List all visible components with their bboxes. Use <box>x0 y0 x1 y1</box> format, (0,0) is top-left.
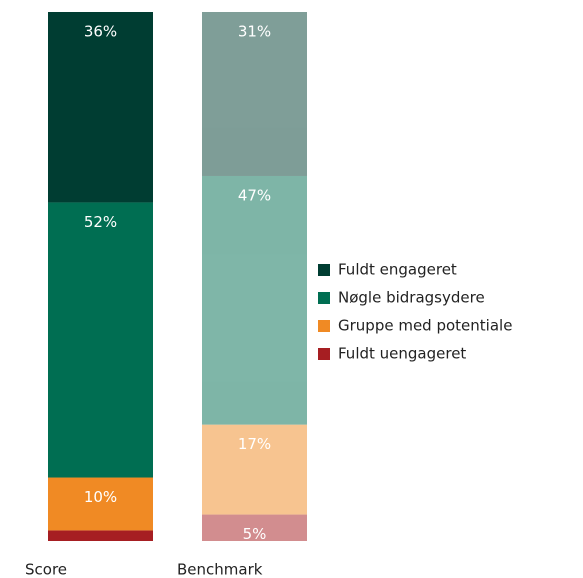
bar-segment <box>48 530 153 541</box>
value-label: 36% <box>84 23 117 41</box>
bar-segment <box>202 175 307 425</box>
x-tick-label: Score <box>25 561 67 578</box>
bar-segment <box>48 202 153 478</box>
legend-swatch <box>318 292 330 304</box>
bar-segment <box>202 424 307 515</box>
value-label: 47% <box>238 186 271 204</box>
legend-label: Nøgle bidragsydere <box>338 289 485 307</box>
value-label: 5% <box>243 525 267 543</box>
value-label: 31% <box>238 23 271 41</box>
legend-swatch <box>318 264 330 276</box>
legend-swatch <box>318 348 330 360</box>
x-tick-label: Benchmark <box>177 561 263 578</box>
bar-segment <box>48 12 153 203</box>
value-label: 52% <box>84 213 117 231</box>
legend-swatch <box>318 320 330 332</box>
legend-label: Fuldt uengageret <box>338 345 466 363</box>
legend-label: Fuldt engageret <box>338 261 457 279</box>
bottom-mask <box>0 541 583 555</box>
bar-stack <box>48 12 153 541</box>
bar-segment <box>48 477 153 531</box>
bar-segment <box>202 12 307 176</box>
value-label: 17% <box>238 435 271 453</box>
bar-stack <box>202 12 307 541</box>
bar-segment <box>202 514 307 541</box>
legend-label: Gruppe med potentiale <box>338 317 512 335</box>
value-label: 10% <box>84 488 117 506</box>
